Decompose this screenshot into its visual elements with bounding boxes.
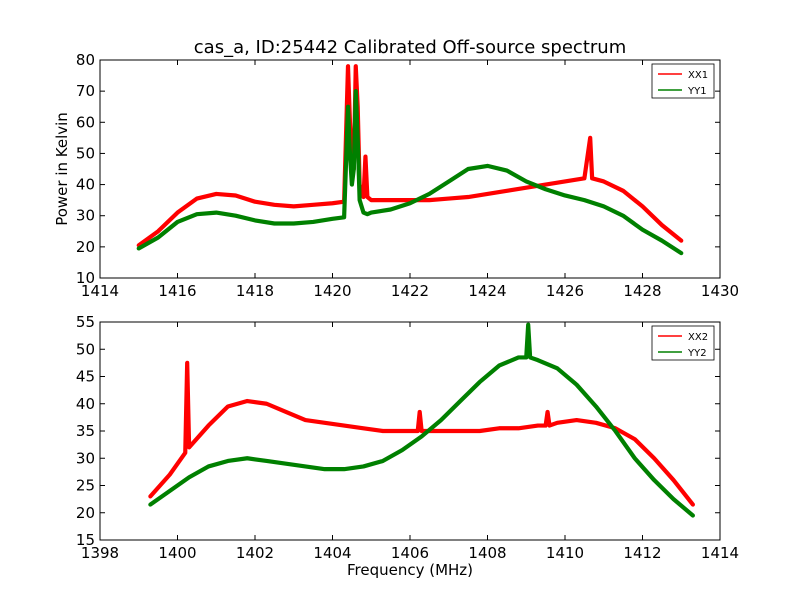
x-tick-label: 1414 [81,282,119,300]
y-tick-label: 40 [76,176,95,194]
y-tick-label: 40 [76,395,95,413]
x-axis-label: Frequency (MHz) [347,561,473,579]
legend-label-yy1: YY1 [687,86,707,97]
y-tick-label: 50 [76,340,95,358]
y-tick-label: 30 [76,449,95,467]
y-tick-label: 80 [76,51,95,69]
x-tick-label: 1430 [701,282,739,300]
series-core-xx2 [149,362,694,505]
x-tick-label: 1414 [701,544,739,562]
y-tick-label: 60 [76,113,95,131]
x-tick-label: 1416 [158,282,196,300]
top-series-group [136,64,684,256]
legend-label-yy2: YY2 [687,348,707,359]
y-tick-label: 70 [76,82,95,100]
series-core-xx1 [138,65,682,246]
bottom-ticks-group: 1398 1400 1402 1404 1406 1408 1410 1412 1414 15 20… [76,313,739,562]
x-tick-label: 1426 [546,282,584,300]
x-tick-label: 1408 [468,544,506,562]
bottom-legend: XX2 YY2 [651,325,715,361]
top-ticks-group: 1414 1416 1418 1420 1422 1424 1426 1428 1430 10 20… [76,51,739,300]
x-tick-label: 1418 [236,282,274,300]
y-tick-label: 50 [76,144,95,162]
chart-title: cas_a, ID:25442 Calibrated Off-source sp… [194,37,626,58]
x-tick-label: 1406 [391,544,429,562]
x-tick-label: 1412 [623,544,661,562]
top-legend: XX1 YY1 [651,63,715,99]
y-tick-label: 45 [76,368,95,386]
x-tick-label: 1424 [468,282,506,300]
y-tick-label: 55 [76,313,95,331]
x-tick-label: 1420 [313,282,351,300]
y-tick-label: 20 [76,504,95,522]
x-tick-label: 1422 [391,282,429,300]
bottom-legend-box [651,325,715,361]
series-core-yy1 [138,90,682,254]
y-tick-label: 15 [76,531,95,549]
x-tick-label: 1398 [81,544,119,562]
y-axis-label: Power in Kelvin [53,112,71,226]
y-tick-label: 20 [76,238,95,256]
x-tick-label: 1410 [546,544,584,562]
y-tick-label: 10 [76,269,95,287]
top-legend-box [651,63,715,99]
legend-label-xx1: XX1 [688,70,708,81]
x-tick-label: 1428 [623,282,661,300]
top-spectrum-panel: 1414 1416 1418 1420 1422 1424 1426 1428 1430 10 20… [53,51,739,300]
bottom-spectrum-panel: 1398 1400 1402 1404 1406 1408 1410 1412 1414 15 20… [76,313,739,579]
x-tick-label: 1402 [236,544,274,562]
legend-label-xx2: XX2 [688,332,708,343]
top-plot-area [100,60,720,278]
y-tick-label: 25 [76,477,95,495]
x-tick-label: 1400 [158,544,196,562]
series-core-yy2 [150,324,694,516]
bottom-series-group [148,322,695,518]
y-tick-label: 30 [76,207,95,225]
x-tick-label: 1404 [313,544,351,562]
y-tick-label: 35 [76,422,95,440]
